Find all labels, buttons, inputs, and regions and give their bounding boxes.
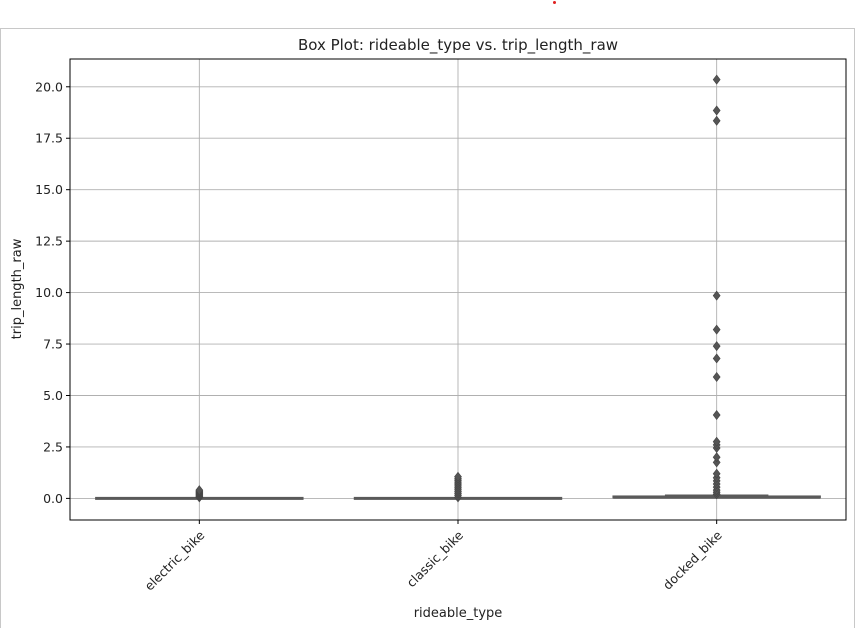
outlier-point (712, 341, 721, 352)
x-tick-label: docked_bike (660, 527, 725, 592)
x-axis-label: rideable_type (414, 606, 503, 621)
figure-frame (0, 28, 855, 628)
outlier-point (712, 457, 721, 468)
chart-title: Box Plot: rideable_type vs. trip_length_… (298, 36, 618, 55)
outlier-point (712, 353, 721, 364)
outlier-point (195, 485, 204, 496)
outlier-point (712, 74, 721, 85)
outlier-point (712, 410, 721, 421)
outlier-point (712, 290, 721, 301)
y-tick-label: 20.0 (35, 79, 63, 94)
x-tick-label: electric_bike (142, 527, 208, 593)
y-ticks: 0.0 2.5 5.0 7.5 10.0 12.5 15.0 17.5 20.0 (35, 79, 70, 506)
x-tick-label: classic_bike (404, 527, 467, 590)
outlier-point (712, 436, 721, 447)
red-dot-marker (553, 1, 556, 4)
outlier-point (712, 371, 721, 382)
outlier-point (712, 105, 721, 116)
y-tick-label: 10.0 (35, 285, 63, 300)
outlier-point (712, 468, 721, 479)
y-axis-label: trip_length_raw (10, 238, 25, 339)
y-tick-label: 12.5 (35, 234, 63, 249)
y-tick-label: 17.5 (35, 131, 63, 146)
outlier-point (712, 115, 721, 126)
y-tick-label: 15.0 (35, 182, 63, 197)
outlier-point (712, 452, 721, 463)
x-ticks: electric_bike classic_bike docked_bike (142, 520, 725, 593)
y-tick-label: 2.5 (43, 439, 63, 454)
y-tick-label: 5.0 (43, 388, 63, 403)
grid-lines (70, 59, 846, 520)
outlier-point (454, 471, 462, 482)
y-tick-label: 7.5 (43, 337, 63, 352)
y-tick-label: 0.0 (43, 491, 63, 506)
outlier-point (712, 324, 721, 335)
outliers-layer (195, 74, 721, 503)
